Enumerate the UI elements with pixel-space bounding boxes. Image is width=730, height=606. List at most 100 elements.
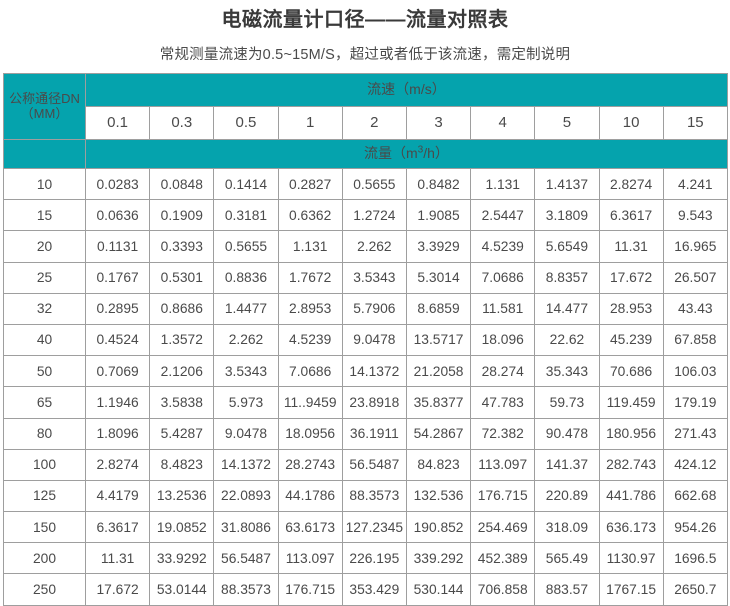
cell-flow: 0.2895 xyxy=(84,292,151,325)
cell-flow: 5.3014 xyxy=(405,261,472,294)
cell-flow: 14.1372 xyxy=(213,448,279,481)
cell-flow: 53.0144 xyxy=(149,573,215,606)
table-row: 10 0.0283 0.0848 0.1414 0.2827 0.5655 0.8482 1.… xyxy=(3,167,728,201)
table-row: 20 0.1131 0.3393 0.5655 1.131 2.262 3.3929 4.52… xyxy=(3,230,728,263)
cell-flow: 119.459 xyxy=(598,386,664,419)
cell-dn: 80 xyxy=(3,417,86,450)
header-velocity-5: 5 xyxy=(534,106,600,140)
cell-flow: 2.5447 xyxy=(470,199,536,232)
cell-flow: 6.3617 xyxy=(84,511,151,544)
cell-flow: 0.3181 xyxy=(213,199,279,232)
cell-flow: 2.8274 xyxy=(598,167,664,201)
cell-flow: 28.2743 xyxy=(277,448,343,481)
cell-flow: 1.9085 xyxy=(405,199,472,232)
header-velocity-1: 1 xyxy=(277,106,343,140)
table-body: 公称通径DN （MM） 流速（m/s） 0.1 0.3 0.5 1 2 3 4 5 10 15 流… xyxy=(3,73,728,606)
header-velocity-4: 4 xyxy=(470,106,536,140)
cell-flow: 9.543 xyxy=(662,199,728,232)
cell-dn: 15 xyxy=(3,199,86,232)
header-velocity-group: 流速（m/s） xyxy=(85,73,728,107)
header-nominal-diameter-line2: （MM） xyxy=(20,105,69,121)
cell-flow: 0.6362 xyxy=(277,199,343,232)
cell-flow: 1.8096 xyxy=(84,417,151,450)
cell-flow: 190.852 xyxy=(405,511,472,544)
cell-flow: 2.262 xyxy=(213,323,279,357)
cell-flow: 22.0893 xyxy=(213,479,279,513)
cell-flow: 179.19 xyxy=(662,386,728,419)
cell-flow: 13.2536 xyxy=(149,479,215,513)
cell-flow: 662.68 xyxy=(662,479,728,513)
cell-flow: 8.8357 xyxy=(534,261,600,294)
table-row: 250 17.672 53.0144 88.3573 176.715 353.429 530… xyxy=(3,573,728,606)
cell-flow: 0.1767 xyxy=(84,261,151,294)
cell-flow: 23.8918 xyxy=(341,386,407,419)
cell-flow: 88.3573 xyxy=(213,573,279,606)
cell-flow: 13.5717 xyxy=(405,323,472,357)
cell-flow: 113.097 xyxy=(277,542,343,575)
cell-flow: 9.0478 xyxy=(341,323,407,357)
table-row: 32 0.2895 0.8686 1.4477 2.8953 5.7906 8.6859 11… xyxy=(3,292,728,325)
cell-flow: 88.3573 xyxy=(341,479,407,513)
cell-flow: 106.03 xyxy=(662,355,728,388)
table-row: 200 11.31 33.9292 56.5487 113.097 226.195 339.… xyxy=(3,542,728,575)
cell-flow: 1.7672 xyxy=(277,261,343,294)
cell-flow: 132.536 xyxy=(405,479,472,513)
cell-flow: 63.6173 xyxy=(277,511,343,544)
cell-flow: 1.1946 xyxy=(84,386,151,419)
page-title: 电磁流量计口径——流量对照表 xyxy=(221,9,509,31)
cell-flow: 883.57 xyxy=(534,573,600,606)
cell-flow: 3.5343 xyxy=(213,355,279,388)
cell-flow: 3.5838 xyxy=(149,386,215,419)
cell-flow: 226.195 xyxy=(341,542,407,575)
cell-flow: 636.173 xyxy=(598,511,664,544)
header-velocity-0-3: 0.3 xyxy=(149,106,215,140)
cell-flow: 0.7069 xyxy=(84,355,151,388)
cell-flow: 22.62 xyxy=(534,323,600,357)
cell-flow: 5.7906 xyxy=(341,292,407,325)
flow-rate-table: 公称通径DN （MM） 流速（m/s） 0.1 0.3 0.5 1 2 3 4 5 10 15 流… xyxy=(3,73,728,606)
cell-flow: 4.241 xyxy=(662,167,728,201)
cell-flow: 47.783 xyxy=(470,386,536,419)
cell-flow: 17.672 xyxy=(598,261,664,294)
cell-flow: 44.1786 xyxy=(277,479,343,513)
cell-dn: 200 xyxy=(3,542,86,575)
cell-flow: 2.8953 xyxy=(277,292,343,325)
cell-flow: 19.0852 xyxy=(149,511,215,544)
table-row: 150 6.3617 19.0852 31.8086 63.6173 127.2345 19… xyxy=(3,511,728,544)
cell-flow: 3.5343 xyxy=(341,261,407,294)
flow-comparison-table-page: 电磁流量计口径——流量对照表 常规测量流速为0.5~15M/S，超过或者低于该流… xyxy=(3,9,728,606)
cell-flow: 0.2827 xyxy=(277,167,343,201)
cell-flow: 0.0283 xyxy=(84,167,151,201)
cell-flow: 54.2867 xyxy=(405,417,472,450)
cell-flow: 14.477 xyxy=(534,292,600,325)
cell-dn: 100 xyxy=(3,448,86,481)
cell-dn: 32 xyxy=(3,292,86,325)
cell-flow: 3.1809 xyxy=(534,199,600,232)
table-container: 公称通径DN （MM） 流速（m/s） 0.1 0.3 0.5 1 2 3 4 5 10 15 流… xyxy=(3,73,728,606)
cell-flow: 8.4823 xyxy=(149,448,215,481)
cell-flow: 2.1206 xyxy=(149,355,215,388)
cell-dn: 125 xyxy=(3,479,86,513)
table-row: 80 1.8096 5.4287 9.0478 18.0956 36.1911 54.286… xyxy=(3,417,728,450)
cell-flow: 11..9459 xyxy=(277,386,343,419)
cell-flow: 5.6549 xyxy=(534,230,600,263)
header-velocity-0-1: 0.1 xyxy=(84,106,151,140)
cell-flow: 21.2058 xyxy=(405,355,472,388)
cell-flow: 84.823 xyxy=(405,448,472,481)
cell-flow: 1.4477 xyxy=(213,292,279,325)
cell-flow: 0.1131 xyxy=(84,230,151,263)
header-nominal-diameter: 公称通径DN （MM） xyxy=(3,73,86,140)
cell-flow: 11.581 xyxy=(470,292,536,325)
cell-flow: 0.0636 xyxy=(84,199,151,232)
cell-flow: 7.0686 xyxy=(470,261,536,294)
cell-flow: 0.8482 xyxy=(405,167,472,201)
header-flow-group-prefix: 流量（m xyxy=(363,145,418,162)
cell-flow: 4.4179 xyxy=(84,479,151,513)
header-flow-group-exponent: 3 xyxy=(417,144,424,156)
cell-flow: 424.12 xyxy=(662,448,728,481)
cell-flow: 45.239 xyxy=(598,323,664,357)
cell-flow: 6.3617 xyxy=(598,199,664,232)
page-subtitle: 常规测量流速为0.5~15M/S，超过或者低于该流速，需定制说明 xyxy=(159,47,571,63)
cell-flow: 5.4287 xyxy=(149,417,215,450)
cell-flow: 1696.5 xyxy=(662,542,728,575)
